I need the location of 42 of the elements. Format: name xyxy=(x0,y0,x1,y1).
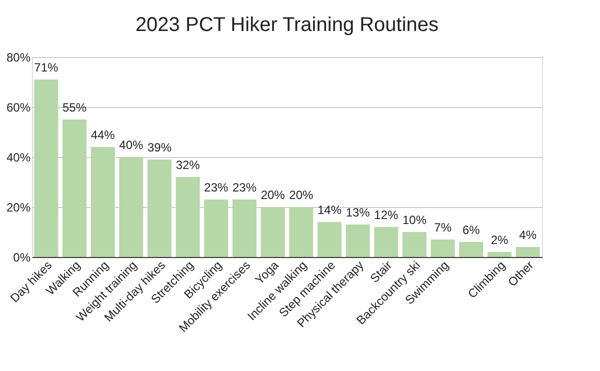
y-tick-label: 0% xyxy=(13,250,31,264)
bar xyxy=(34,80,58,257)
data-label: 71% xyxy=(34,60,58,74)
y-tick-label: 20% xyxy=(6,200,31,214)
data-label: 10% xyxy=(402,213,427,227)
data-label: 13% xyxy=(346,206,370,220)
chart-title: 2023 PCT Hiker Training Routines xyxy=(135,14,439,36)
data-label: 23% xyxy=(204,180,228,194)
data-label: 14% xyxy=(317,203,342,217)
data-label: 7% xyxy=(434,220,452,234)
bar xyxy=(318,222,342,257)
bar xyxy=(62,120,86,257)
data-label: 23% xyxy=(232,180,257,194)
data-label: 32% xyxy=(176,158,200,172)
data-label: 6% xyxy=(462,223,480,237)
bar xyxy=(289,207,314,257)
bar xyxy=(260,207,285,257)
data-label: 4% xyxy=(519,228,537,242)
bar xyxy=(488,252,512,257)
data-label: 20% xyxy=(289,188,314,202)
bar xyxy=(176,177,200,257)
bar xyxy=(374,227,398,257)
bar xyxy=(204,200,228,257)
bar xyxy=(119,157,144,257)
y-tick-label: 60% xyxy=(6,100,31,114)
bar xyxy=(402,232,426,257)
bar xyxy=(346,224,370,257)
data-label: 55% xyxy=(62,100,87,114)
data-label: 44% xyxy=(90,128,116,142)
data-label: 12% xyxy=(374,208,398,222)
data-label: 39% xyxy=(147,140,172,154)
bar xyxy=(516,247,540,257)
y-tick-label: 80% xyxy=(6,50,31,64)
data-label: 2% xyxy=(490,233,508,247)
data-label: 40% xyxy=(119,138,144,152)
data-label: 20% xyxy=(260,188,286,202)
bar xyxy=(90,147,115,257)
bar xyxy=(459,242,484,257)
bar xyxy=(232,200,256,257)
y-tick-label: 40% xyxy=(6,150,31,164)
bar xyxy=(148,160,172,257)
bar xyxy=(430,240,455,257)
